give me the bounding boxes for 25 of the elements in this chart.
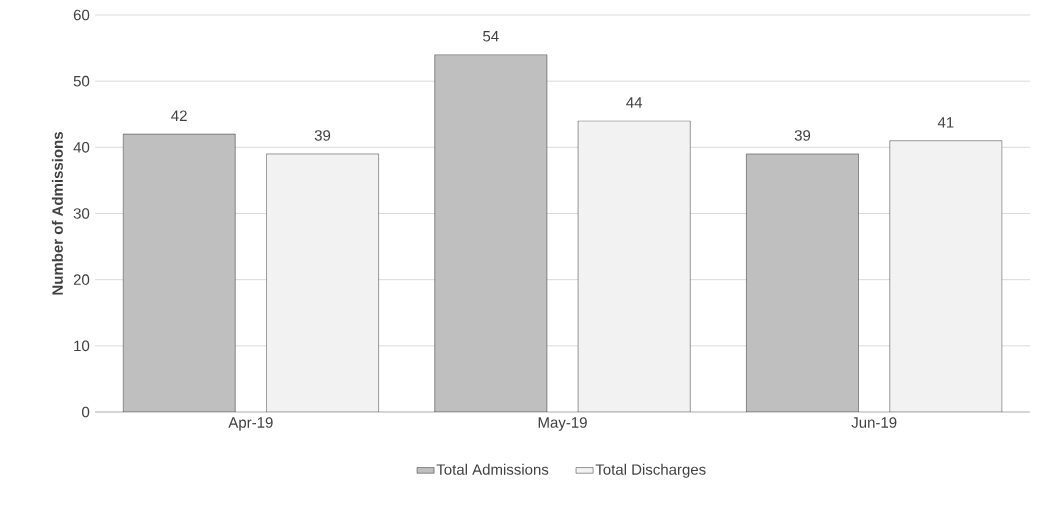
bar: [889, 140, 1003, 412]
bar: [434, 54, 548, 412]
bar: [577, 120, 691, 412]
bar: [746, 153, 859, 412]
legend-label: Total Admissions: [436, 463, 549, 475]
data-label: 39: [314, 130, 331, 141]
y-tick-label: 30: [73, 208, 90, 219]
data-label: 42: [171, 110, 187, 121]
y-tick-label: 40: [73, 142, 90, 153]
data-label: 41: [937, 117, 954, 128]
y-tick-label: 20: [73, 274, 90, 285]
x-tick-label: Apr-19: [228, 417, 273, 431]
y-tick-label: 60: [73, 9, 90, 21]
bar: [266, 153, 379, 412]
y-tick-label: 0: [82, 406, 90, 418]
data-label: 39: [794, 130, 811, 141]
y-tick-label: 50: [73, 75, 90, 87]
legend-label: Total Discharges: [595, 463, 706, 478]
data-label: 44: [626, 97, 643, 108]
y-axis-title: Number of Admissions: [51, 132, 63, 295]
bar: [122, 133, 236, 412]
y-tick-label: 10: [74, 340, 90, 352]
data-label: 54: [483, 31, 499, 42]
x-tick-label: Jun-19: [851, 417, 897, 428]
x-tick-label: May-19: [538, 417, 587, 431]
